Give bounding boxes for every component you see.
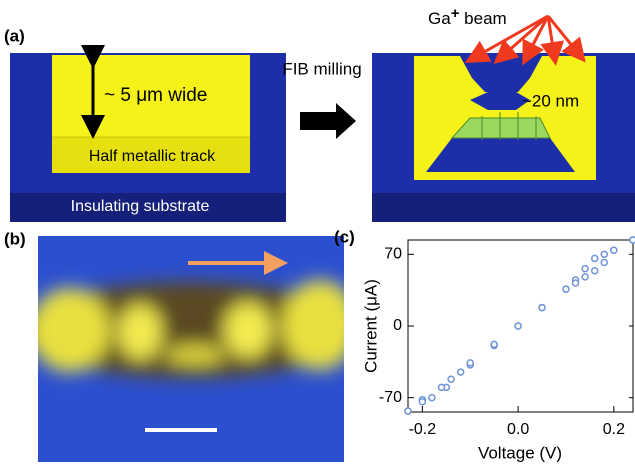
annotation-part: +	[451, 5, 460, 22]
data-point	[419, 399, 425, 405]
data-point	[601, 260, 607, 266]
data-point	[429, 395, 435, 401]
annotation: Half metallic track	[89, 148, 216, 165]
annotation-part: beam	[459, 9, 506, 28]
data-point	[573, 280, 579, 286]
data-point	[630, 237, 635, 243]
annotation: Ga+ beam	[428, 5, 507, 29]
panel-label: (b)	[4, 229, 26, 248]
y-axis-label: Current (μA)	[361, 279, 380, 373]
data-point	[448, 376, 454, 382]
figure: (a) ~ 5 μm wide Half metallic track Insu…	[0, 0, 635, 464]
data-point	[592, 255, 598, 261]
data-point	[601, 251, 607, 257]
data-point	[405, 408, 411, 414]
x-axis-label: Voltage (V)	[478, 443, 562, 462]
data-point	[491, 341, 497, 347]
data-point	[467, 360, 473, 366]
data-point	[592, 268, 598, 274]
annotation: ~ 5 μm wide	[104, 85, 207, 106]
data-point	[582, 274, 588, 280]
annotation: FIB milling	[282, 59, 361, 78]
x-tick-label: 0.0	[507, 421, 529, 438]
data-point	[563, 286, 569, 292]
data-point	[458, 369, 464, 375]
process-arrow	[300, 103, 356, 139]
annotation-part: Ga	[428, 9, 451, 28]
device-left	[10, 53, 286, 222]
annotation: Insulating substrate	[71, 198, 210, 215]
micrograph	[20, 236, 360, 462]
data-point	[582, 266, 588, 272]
y-tick-label: 0	[393, 317, 402, 334]
data-point	[539, 305, 545, 311]
data-point	[515, 323, 521, 329]
annotation: ~20 nm	[522, 91, 579, 110]
panel-label: (a)	[4, 26, 25, 45]
device-right	[372, 16, 635, 222]
data-point	[439, 384, 445, 390]
y-tick-label: 70	[384, 246, 402, 263]
x-tick-label: -0.2	[409, 421, 437, 438]
data-point	[611, 247, 617, 253]
y-tick-label: -70	[379, 389, 402, 406]
x-tick-label: 0.2	[603, 421, 625, 438]
panel-label: (c)	[334, 227, 355, 246]
